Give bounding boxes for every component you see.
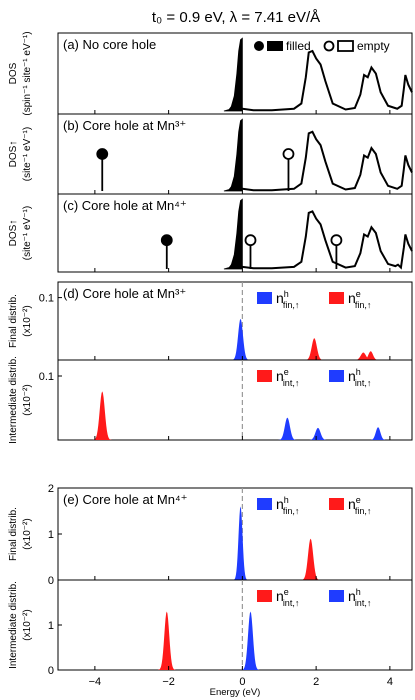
empty-state-marker — [330, 234, 343, 247]
hole-distribution-peak — [227, 318, 254, 360]
hole-distribution-peak — [230, 506, 251, 580]
legend-entry-hole: nh int,↑ — [329, 367, 371, 388]
electron-distribution-peak — [350, 352, 377, 360]
y-axis-label-unit: (x10⁻²) — [22, 305, 33, 336]
hole-distribution-peak — [304, 427, 332, 440]
x-tick-label: 0 — [239, 676, 245, 688]
legend-entry-hole: nh int,↑ — [329, 587, 371, 608]
legend-swatch — [257, 590, 272, 602]
panel-label: (c) Core hole at Mn⁴⁺ — [63, 198, 187, 213]
y-axis-label-unit: (site⁻¹ eV⁻¹) — [22, 206, 33, 260]
x-tick-label: −2 — [162, 676, 175, 688]
y-axis-label-unit: (x10⁻²) — [22, 518, 33, 549]
occupied-band — [223, 37, 243, 112]
legend-swatch — [329, 370, 344, 382]
panel-d-final: (d) Core hole at Mn³⁺ Final distrib. (x10⁻… — [8, 281, 413, 361]
filled-circle-symbol — [254, 41, 264, 51]
hole-distribution-peak — [274, 417, 301, 440]
unoccupied-band — [242, 130, 413, 192]
panel-frame — [57, 359, 413, 441]
legend-entry-electron: ne fin,↑ — [329, 495, 371, 516]
panel-label: (e) Core hole at Mn⁴⁺ — [63, 492, 187, 507]
y-tick-label: 1 — [48, 620, 54, 632]
y-tick-label: 1 — [48, 529, 54, 541]
filled-empty-legend: filled empty — [254, 39, 390, 53]
electron-distribution-peak — [88, 391, 116, 440]
x-axis-label: Energy (eV) — [210, 687, 261, 698]
legend-swatch — [329, 498, 344, 510]
electron-distribution-peak — [297, 538, 324, 580]
legend-label: ne fin,↑ — [348, 495, 371, 516]
y-tick-label: 0.1 — [39, 293, 54, 305]
y-axis-label-unit: (x10⁻²) — [22, 609, 33, 640]
hole-distribution-peak — [366, 427, 390, 440]
y-tick-label: 0 — [48, 665, 54, 677]
y-axis-label-unit: (spin⁻¹ site⁻¹ eV⁻¹) — [22, 31, 33, 115]
unoccupied-band — [242, 49, 413, 112]
panel-a: (a) No core hole DOS (spin⁻¹ site⁻¹ eV⁻¹) f… — [8, 31, 413, 116]
electron-distribution-peak — [154, 611, 180, 670]
y-tick-label: 2 — [48, 483, 54, 495]
filled-state-marker — [160, 234, 173, 247]
legend-swatch — [329, 292, 344, 304]
legend-entry-hole: nh fin,↑ — [257, 495, 299, 516]
y-axis-label: DOS↑ — [8, 141, 19, 168]
legend-entry-electron: ne int,↑ — [257, 587, 299, 608]
y-axis-label-unit: (x10⁻²) — [22, 384, 33, 415]
legend-entry-electron: ne int,↑ — [257, 367, 299, 388]
occupied-band — [223, 198, 243, 270]
legend-label: ne fin,↑ — [348, 289, 371, 310]
unoccupied-band — [242, 210, 413, 270]
panel-e-final: (e) Core hole at Mn⁴⁺ Final distrib. (x10⁻… — [8, 483, 413, 587]
empty-label: empty — [357, 39, 390, 53]
empty-box-symbol — [337, 40, 354, 52]
legend-swatch — [257, 370, 272, 382]
legend-label: nh int,↑ — [348, 587, 371, 608]
panel-c: (c) Core hole at Mn⁴⁺ DOS↑ (site⁻¹ eV⁻¹) — [8, 193, 413, 273]
y-tick-label: 0.1 — [39, 371, 54, 383]
filled-state-marker — [96, 148, 109, 160]
y-axis-label: Final distrib. — [8, 294, 19, 348]
panel-b: (b) Core hole at Mn³⁺ DOS↑ (site⁻¹ eV⁻¹) — [8, 113, 413, 195]
y-axis-label: DOS↑ — [8, 220, 19, 247]
y-axis-label: Intermediate distrib. — [8, 356, 19, 444]
panel-label: (a) No core hole — [63, 37, 156, 52]
panel-frame — [57, 193, 413, 273]
legend-entry-hole: nh fin,↑ — [257, 289, 299, 310]
panel-d-intermediate: Intermediate distrib. (x10⁻²) 0.1 ne int,↑ nh… — [8, 356, 413, 444]
panel-e-intermediate: Intermediate distrib. (x10⁻²) 0 1 ne int,↑ nh i… — [8, 579, 413, 688]
empty-state-marker — [282, 148, 295, 160]
electron-distribution-peak — [358, 351, 383, 360]
x-tick-label: 2 — [313, 676, 319, 688]
legend-swatch — [329, 590, 344, 602]
occupied-band — [223, 118, 243, 192]
hole-distribution-peak — [237, 611, 264, 670]
x-tick-label: 4 — [387, 676, 393, 688]
x-tick-label: −4 — [89, 676, 102, 688]
legend-label: nh fin,↑ — [276, 289, 299, 310]
panel-label: (d) Core hole at Mn³⁺ — [63, 286, 186, 301]
empty-circle-symbol — [323, 40, 335, 52]
y-axis-label: Final distrib. — [8, 507, 19, 561]
y-tick-label: 0 — [48, 575, 54, 587]
legend-label: ne int,↑ — [276, 367, 299, 388]
legend-swatch — [257, 292, 272, 304]
legend-label: ne int,↑ — [276, 587, 299, 608]
legend-swatch — [257, 498, 272, 510]
empty-state-marker — [244, 234, 257, 247]
figure-title: t₀ = 0.9 eV, λ = 7.41 eV/Å — [152, 9, 320, 26]
legend-label: nh int,↑ — [348, 367, 371, 388]
panels: (a) No core hole DOS (spin⁻¹ site⁻¹ eV⁻¹) f… — [8, 31, 413, 688]
filled-box-symbol — [267, 41, 283, 51]
y-axis-label: Intermediate distrib. — [8, 581, 19, 669]
panel-label: (b) Core hole at Mn³⁺ — [63, 118, 186, 133]
legend-label: nh fin,↑ — [276, 495, 299, 516]
y-axis-label-unit: (site⁻¹ eV⁻¹) — [22, 127, 33, 181]
legend-entry-electron: ne fin,↑ — [329, 289, 371, 310]
y-axis-label: DOS — [8, 62, 19, 84]
filled-label: filled — [286, 39, 311, 53]
electron-distribution-peak — [301, 338, 328, 360]
